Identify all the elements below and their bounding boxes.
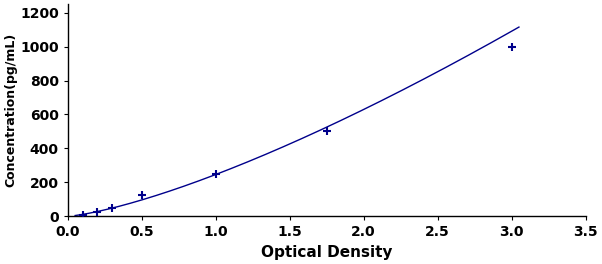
X-axis label: Optical Density: Optical Density <box>261 245 393 260</box>
Y-axis label: Concentration(pg/mL): Concentration(pg/mL) <box>4 33 17 187</box>
